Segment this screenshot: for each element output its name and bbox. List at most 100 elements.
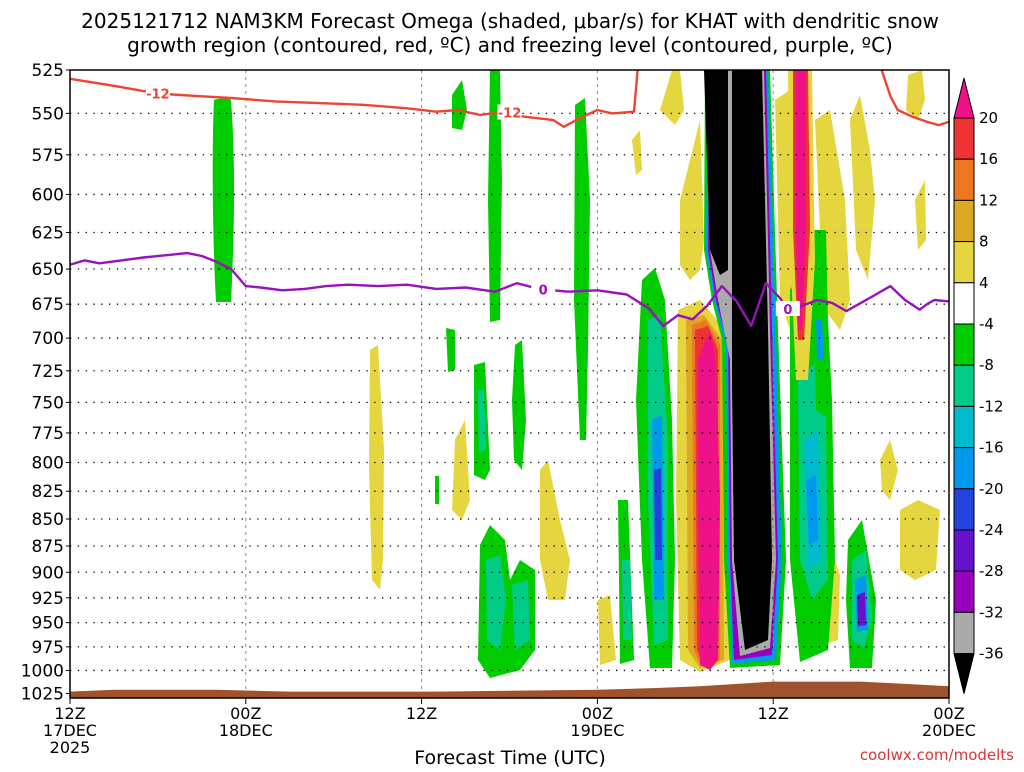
colorbar-swatch xyxy=(953,529,975,572)
omega-shading-layer xyxy=(212,70,940,678)
omega-region xyxy=(369,345,384,590)
omega-region xyxy=(598,595,616,665)
omega-region xyxy=(915,180,926,250)
omega-region xyxy=(806,475,818,545)
y-tick-label: 700 xyxy=(32,329,64,349)
colorbar-label: -32 xyxy=(979,603,1004,621)
y-tick-label: 1000 xyxy=(21,661,64,681)
x-axis-label: Forecast Time (UTC) xyxy=(414,747,605,768)
colorbar-swatch xyxy=(953,447,975,490)
y-tick-label: 525 xyxy=(32,61,64,81)
terrain-surface xyxy=(70,681,949,698)
omega-region xyxy=(540,460,570,600)
colorbar-label: 16 xyxy=(979,150,998,168)
colorbar-label: -4 xyxy=(979,315,994,333)
contour-line xyxy=(880,70,949,127)
omega-region xyxy=(435,476,439,504)
contour-label: -12 xyxy=(146,88,170,103)
y-tick-label: 675 xyxy=(32,295,64,315)
omega-region xyxy=(732,70,772,650)
y-tick-label: 775 xyxy=(32,424,64,444)
colorbar-swatch xyxy=(953,653,975,694)
omega-region xyxy=(906,70,925,120)
colorbar-swatch xyxy=(953,611,975,655)
x-tick-label: 18DEC xyxy=(219,721,273,740)
omega-region xyxy=(900,500,940,580)
omega-region xyxy=(486,555,506,650)
y-tick-label: 1025 xyxy=(21,684,64,704)
x-tick-label: 19DEC xyxy=(570,721,624,740)
contour-label-bg xyxy=(775,301,800,317)
colorbar-label: -28 xyxy=(979,562,1004,580)
chart-title-line1: 2025121712 NAM3KM Forecast Omega (shaded… xyxy=(81,9,939,33)
y-axis: 525 550 575 600 625 650 675 700 725 750 775 800 825 8… xyxy=(21,61,70,704)
omega-region xyxy=(698,330,720,670)
contour-label-bg xyxy=(145,85,170,101)
x-tick-label: 00Z xyxy=(230,704,261,723)
y-tick-label: 825 xyxy=(32,482,64,502)
x-tick-label: 00Z xyxy=(582,704,613,723)
colorbar-label: -20 xyxy=(979,480,1004,498)
colorbar-label: 8 xyxy=(979,233,989,251)
contour-label-bg xyxy=(497,104,522,120)
omega-region xyxy=(446,328,455,372)
colorbar-swatch xyxy=(953,117,975,160)
omega-region xyxy=(512,340,526,470)
x-tick-label: 00Z xyxy=(933,704,964,723)
y-tick-label: 575 xyxy=(32,146,64,166)
x-tick-label: 12Z xyxy=(54,704,85,723)
omega-region xyxy=(857,592,866,626)
omega-region xyxy=(660,70,684,125)
colorbar-label: 12 xyxy=(979,191,998,209)
chart-title-line2: growth region (contoured, red, ºC) and f… xyxy=(127,33,893,57)
colorbar-swatch xyxy=(953,241,975,284)
colorbar-label: -24 xyxy=(979,521,1004,539)
y-tick-label: 875 xyxy=(32,537,64,557)
terrain-layer xyxy=(70,681,949,698)
omega-region xyxy=(850,95,875,280)
omega-region xyxy=(512,580,530,650)
contour-line xyxy=(70,251,949,328)
colorbar-swatch xyxy=(953,323,975,366)
contour-label: 0 xyxy=(539,284,548,299)
colorbar-label: -12 xyxy=(979,397,1004,415)
colorbar-swatch xyxy=(953,77,975,119)
colorbar-swatch xyxy=(953,158,975,201)
credit-text: coolwx.com/modelts xyxy=(860,746,1014,764)
colorbar-label: 4 xyxy=(979,274,989,292)
y-tick-label: 950 xyxy=(32,614,64,634)
omega-region xyxy=(452,80,467,130)
omega-region xyxy=(796,70,806,330)
colorbar: 20 16 12 8 4 -4 -8 -12 -16 -20 -24 -28 -32 -36 xyxy=(953,77,1004,694)
y-tick-label: 800 xyxy=(32,454,64,474)
y-tick-label: 975 xyxy=(32,638,64,658)
y-tick-label: 550 xyxy=(32,104,64,124)
omega-region xyxy=(574,98,590,440)
contour-label: 0 xyxy=(783,303,792,318)
omega-region xyxy=(816,320,824,360)
colorbar-label: -36 xyxy=(979,645,1004,663)
colorbar-swatch xyxy=(953,199,975,243)
y-tick-label: 850 xyxy=(32,510,64,530)
omega-region xyxy=(704,70,728,275)
contour-label-bg xyxy=(531,281,556,297)
contour-label: -12 xyxy=(498,107,522,122)
omega-region xyxy=(452,420,470,520)
colorbar-swatch xyxy=(953,282,975,325)
colorbar-swatch xyxy=(953,570,975,613)
colorbar-label: -16 xyxy=(979,439,1004,457)
x-tick-label: 17DEC xyxy=(43,721,97,740)
x-tick-label: 12Z xyxy=(406,704,437,723)
contour-layer: -12 -12 0 0 xyxy=(70,70,949,328)
colorbar-label: 20 xyxy=(979,109,998,127)
y-tick-label: 650 xyxy=(32,260,64,280)
plot-frame xyxy=(69,69,950,699)
omega-region xyxy=(212,98,235,302)
y-tick-label: 925 xyxy=(32,589,64,609)
omega-region xyxy=(680,120,704,280)
x-tick-label: 2025 xyxy=(50,738,91,757)
omega-region xyxy=(632,130,642,175)
